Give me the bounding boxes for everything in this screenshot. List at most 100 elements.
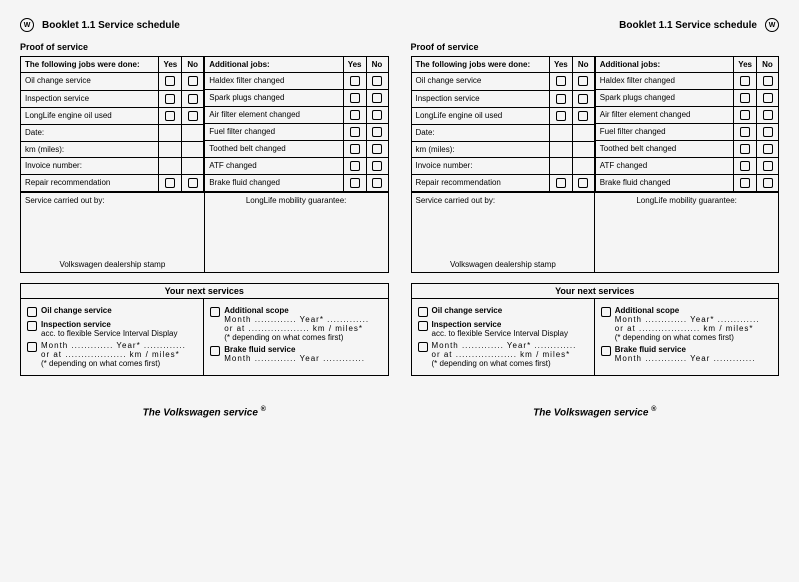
oil-change-label: Oil change service (432, 306, 503, 315)
checkbox[interactable] (350, 127, 360, 137)
checkbox[interactable] (578, 94, 588, 104)
checkbox[interactable] (601, 307, 611, 317)
dealership-stamp: Volkswagen dealership stamp (25, 205, 200, 269)
no-head: No (572, 57, 594, 73)
job-row: Invoice number: (411, 158, 549, 174)
month-year: Month ............. Year* ............. (432, 341, 577, 350)
footer-text: The Volkswagen service (533, 407, 648, 418)
checkbox[interactable] (165, 94, 175, 104)
checkbox[interactable] (740, 76, 750, 86)
checkbox[interactable] (763, 127, 773, 137)
checkbox[interactable] (556, 76, 566, 86)
no-head: No (757, 57, 779, 73)
job-row: Oil change service (411, 73, 549, 90)
job-row: Fuel filter changed (595, 124, 733, 141)
checkbox[interactable] (418, 307, 428, 317)
checkbox[interactable] (350, 76, 360, 86)
checkbox[interactable] (740, 178, 750, 188)
checkbox[interactable] (578, 111, 588, 121)
checkbox[interactable] (372, 178, 382, 188)
checkbox[interactable] (372, 144, 382, 154)
checkbox[interactable] (763, 178, 773, 188)
brake-fluid-label: Brake fluid service (615, 345, 686, 354)
vw-logo-icon: W (765, 18, 779, 32)
next-services-header: Your next services (20, 283, 389, 299)
page-footer: The Volkswagen service ® (20, 406, 389, 418)
checkbox[interactable] (556, 178, 566, 188)
checkbox[interactable] (763, 144, 773, 154)
job-row: Inspection service (21, 90, 159, 107)
checkbox[interactable] (27, 307, 37, 317)
checkbox[interactable] (210, 307, 220, 317)
month-year3: Month ............. Year ............. (615, 354, 756, 363)
next-services-header: Your next services (411, 283, 780, 299)
job-row: Air filter element changed (205, 107, 343, 124)
stamps-table: Service carried out by:Volkswagen dealer… (20, 192, 389, 273)
checkbox[interactable] (165, 178, 175, 188)
checkbox[interactable] (740, 144, 750, 154)
checkbox[interactable] (350, 110, 360, 120)
stamps-table: Service carried out by:Volkswagen dealer… (411, 192, 780, 273)
checkbox[interactable] (372, 127, 382, 137)
checkbox[interactable] (763, 110, 773, 120)
checkbox[interactable] (350, 178, 360, 188)
depends-note: (* depending on what comes first) (432, 359, 551, 368)
inspection-label: Inspection service (41, 320, 111, 329)
checkbox[interactable] (188, 94, 198, 104)
proof-title: Proof of service (20, 42, 389, 52)
month-year2: Month ............. Year* ............. (615, 315, 760, 324)
yes-head: Yes (343, 57, 366, 73)
checkbox[interactable] (556, 94, 566, 104)
registered-mark: ® (261, 406, 266, 413)
checkbox[interactable] (601, 346, 611, 356)
job-row: Date: (411, 125, 549, 141)
jobs-done-head: The following jobs were done: (21, 57, 159, 73)
checkbox[interactable] (27, 321, 37, 331)
checkbox[interactable] (165, 76, 175, 86)
checkbox[interactable] (578, 76, 588, 86)
checkbox[interactable] (740, 161, 750, 171)
vw-logo-icon: W (20, 18, 34, 32)
depends-note2: (* depending on what comes first) (224, 333, 343, 342)
job-row: LongLife engine oil used (21, 108, 159, 125)
checkbox[interactable] (372, 76, 382, 86)
checkbox[interactable] (210, 346, 220, 356)
checkbox[interactable] (763, 161, 773, 171)
job-row: ATF changed (205, 158, 343, 175)
acc-text: acc. to flexible Service Interval Displa… (41, 329, 178, 338)
checkbox[interactable] (350, 161, 360, 171)
checkbox[interactable] (188, 111, 198, 121)
additional-jobs-table: Additional jobs:YesNoHaldex filter chang… (595, 56, 779, 192)
next-services-table: Oil change serviceInspection serviceacc.… (411, 299, 780, 376)
checkbox[interactable] (188, 178, 198, 188)
checkbox[interactable] (350, 144, 360, 154)
additional-scope-label: Additional scope (224, 306, 288, 315)
job-row: Haldex filter changed (205, 73, 343, 90)
page-left: WBooklet 1.1 Service scheduleProof of se… (20, 18, 389, 418)
checkbox[interactable] (740, 110, 750, 120)
checkbox[interactable] (372, 161, 382, 171)
additional-head: Additional jobs: (595, 57, 733, 73)
checkbox[interactable] (418, 321, 428, 331)
checkbox[interactable] (763, 93, 773, 103)
checkbox[interactable] (740, 127, 750, 137)
checkbox[interactable] (556, 111, 566, 121)
checkbox[interactable] (578, 178, 588, 188)
checkbox[interactable] (188, 76, 198, 86)
job-row: Invoice number: (21, 158, 159, 174)
or-at2: or at ................... km / miles* (224, 324, 363, 333)
checkbox[interactable] (372, 93, 382, 103)
jobs-done-table: The following jobs were done:YesNoOil ch… (411, 56, 595, 192)
checkbox[interactable] (418, 342, 428, 352)
checkbox[interactable] (350, 93, 360, 103)
job-row: Oil change service (21, 73, 159, 90)
yes-head: Yes (549, 57, 572, 73)
no-head: No (182, 57, 204, 73)
checkbox[interactable] (740, 93, 750, 103)
checkbox[interactable] (372, 110, 382, 120)
checkbox[interactable] (27, 342, 37, 352)
checkbox[interactable] (763, 76, 773, 86)
job-row: Date: (21, 125, 159, 141)
checkbox[interactable] (165, 111, 175, 121)
month-year: Month ............. Year* ............. (41, 341, 186, 350)
